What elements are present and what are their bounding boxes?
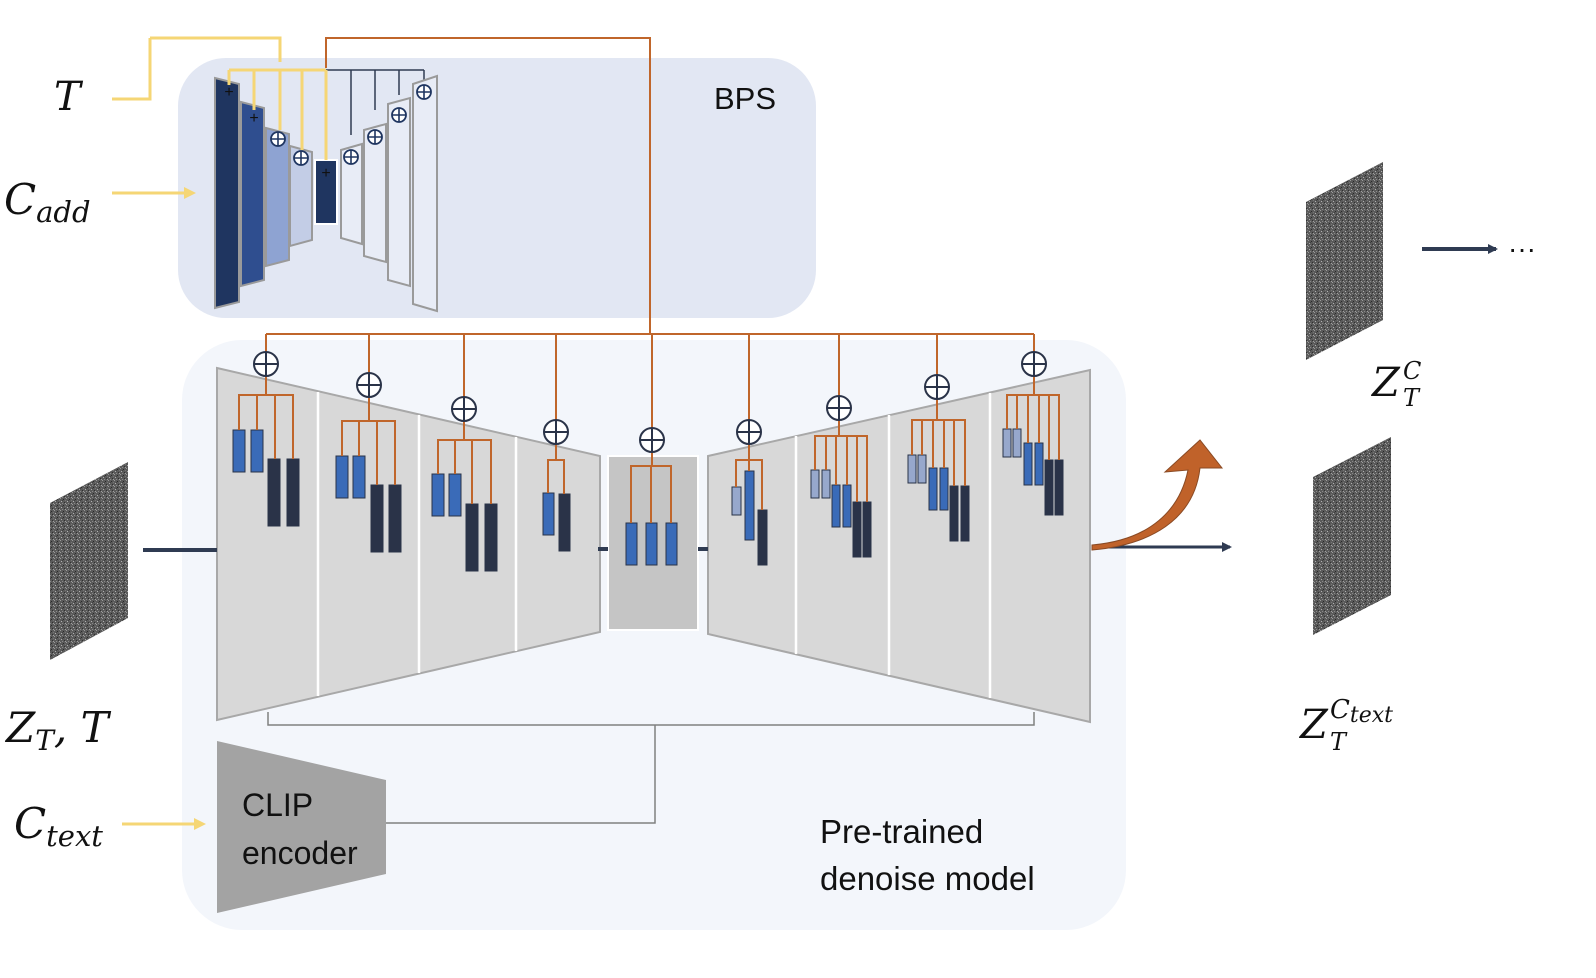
unet-add-nodes	[253, 351, 1047, 453]
oplus-icon	[1021, 351, 1047, 377]
bps-skip-wires	[326, 69, 425, 135]
oplus-icon	[451, 396, 477, 422]
bps-output-wires	[265, 37, 1035, 428]
unet-decoder-block	[707, 368, 1091, 724]
z-t-t-label: ZT, T	[4, 703, 112, 757]
model-label-line1: Pre-trained	[820, 813, 983, 850]
unet-feature-maps	[232, 428, 1064, 572]
clip-label-line2: encoder	[242, 835, 358, 871]
unet-stage-dividers	[316, 392, 992, 698]
t-input-arrow	[112, 38, 152, 101]
oplus-icon	[736, 419, 762, 445]
z-c-sup: C	[1403, 357, 1421, 385]
unet-encoder-block	[216, 366, 601, 722]
unet	[216, 351, 1091, 724]
oplus-icon	[543, 419, 569, 445]
clip-label-line1: CLIP	[242, 787, 313, 823]
z-ctext-sup: Ctext	[1330, 695, 1393, 728]
unet-conditioning-bracket	[267, 712, 1035, 824]
output-latent-c	[1306, 162, 1383, 360]
oplus-icon	[253, 351, 279, 377]
continue-ellipsis: ···	[1508, 233, 1536, 264]
z-ctext-sub: T	[1330, 728, 1348, 756]
bps-plus-icon: +	[249, 110, 258, 127]
t-label: T	[54, 74, 84, 120]
z-c-label: Z	[1370, 360, 1401, 406]
bps-label: BPS	[714, 81, 776, 116]
svg-text:+: +	[321, 165, 330, 182]
bps-plus-icon: +	[224, 84, 233, 101]
input-latent-noise	[50, 462, 128, 660]
z-c-sub: T	[1403, 384, 1421, 412]
bps-input-wires	[150, 36, 328, 160]
output-curved-arrow	[1091, 439, 1224, 551]
bps-network: + + +	[150, 36, 438, 313]
bps-encoder-blocks	[214, 76, 338, 310]
z-ctext-label: Z	[1298, 702, 1329, 748]
oplus-icon	[356, 372, 382, 398]
oplus-icon	[924, 374, 950, 400]
bps-plus-icon: +	[321, 165, 330, 182]
bps-decoder-blocks	[340, 74, 438, 313]
svg-text:+: +	[224, 84, 233, 101]
model-label-line2: denoise model	[820, 860, 1035, 897]
c-add-label: Cadd	[4, 175, 91, 229]
clip-encoder	[217, 741, 386, 913]
oplus-icon	[639, 427, 665, 453]
oplus-icon	[826, 395, 852, 421]
c-text-label: Ctext	[14, 799, 103, 853]
output-latent-ctext	[1313, 437, 1391, 635]
bps-panel	[178, 58, 816, 318]
unet-skip-combs	[238, 376, 1060, 523]
svg-text:+: +	[249, 110, 258, 127]
